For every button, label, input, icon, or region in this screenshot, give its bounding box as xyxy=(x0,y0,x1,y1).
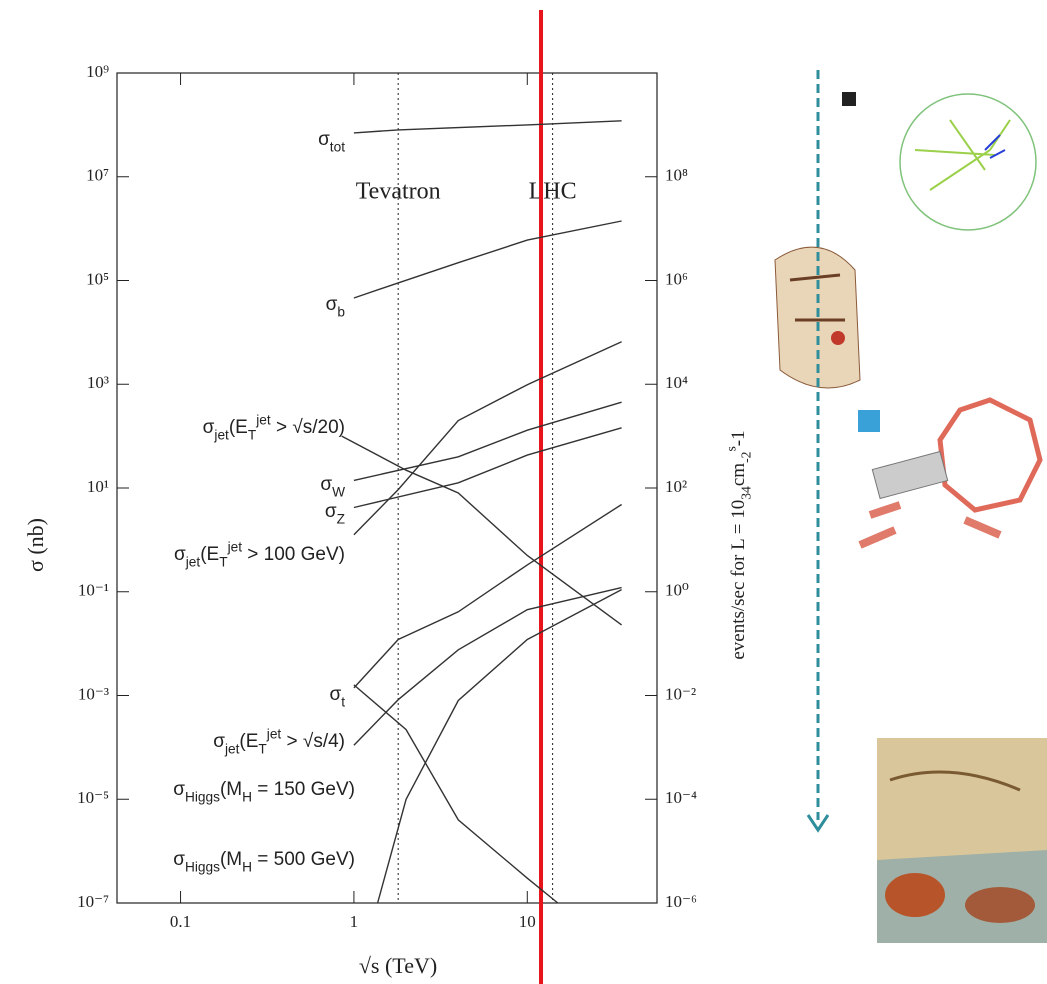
y-tick-label: 10⁻¹ xyxy=(78,581,109,600)
curve-label: σb xyxy=(326,294,346,319)
curve-label: σt xyxy=(329,684,345,709)
y-tick-label: 10⁹ xyxy=(86,62,109,81)
curve-label-part: σ xyxy=(173,849,185,870)
curve-label-part: Higgs xyxy=(185,859,220,874)
curve-label-part: σ xyxy=(320,474,332,495)
y2-tick-label: 10⁰ xyxy=(665,581,689,600)
y2-axis-title-part: 34 xyxy=(739,486,754,500)
curve-label: σtot xyxy=(318,129,345,154)
y-tick-label: 10⁻³ xyxy=(78,684,109,703)
curve-label: σjet(ETjet > √s/20) xyxy=(203,412,345,442)
y2-tick-label: 10⁻⁴ xyxy=(665,788,697,807)
y2-tick-label: 10⁶ xyxy=(665,269,688,288)
curve-label-part: Higgs xyxy=(185,789,220,804)
curve-label-part: > √s/20) xyxy=(271,417,345,438)
cross-section-curve xyxy=(378,590,622,903)
old-map-image xyxy=(877,738,1047,943)
cross-section-curve xyxy=(354,221,622,298)
curve-label-part: T xyxy=(248,427,257,442)
curve-label-part: Z xyxy=(337,511,345,526)
curve-label-part: jet xyxy=(185,554,201,569)
curve-label-part: T xyxy=(258,741,267,756)
x-tick-label: 10 xyxy=(519,912,536,931)
curve-label-part: t xyxy=(341,694,345,709)
slide: √s (TeV) σ (nb) 0.1 1 10 10⁹ 10⁷ 10⁵ 10³ 10¹ 10⁻… xyxy=(0,0,1047,984)
curve-label-part: (E xyxy=(229,417,248,438)
curve-label-part: jet xyxy=(224,741,240,756)
y2-axis-title-part: cm xyxy=(728,463,749,486)
cms-dimuon-display xyxy=(858,400,1040,545)
curve-label: σjet(ETjet > √s/4) xyxy=(213,726,345,756)
y-tick-label: 10³ xyxy=(87,373,109,392)
x-tick-label: 0.1 xyxy=(170,912,191,931)
curve-label: σW xyxy=(320,474,345,499)
collider-label: LHC xyxy=(529,179,577,205)
y-axis-title: σ (nb) xyxy=(23,518,48,572)
curve-label-part: σ xyxy=(325,501,337,522)
y-tick-label: 10⁻⁷ xyxy=(77,892,109,911)
curve-label-part: > √s/4) xyxy=(281,731,345,752)
curve-label-part: W xyxy=(332,484,345,499)
curve-label-part: σ xyxy=(173,779,185,800)
curve-label-part: H xyxy=(242,859,252,874)
curve-label-part: σ xyxy=(329,684,341,705)
cross-section-curve xyxy=(354,342,622,535)
cross-section-curve xyxy=(354,428,622,508)
collider-label: Tevatron xyxy=(356,179,441,205)
curve-label-part: (M xyxy=(220,779,242,800)
curve-label-part: (M xyxy=(220,849,242,870)
curve-label-part: jet xyxy=(227,539,243,554)
y-tick-label: 10¹ xyxy=(87,477,109,496)
curve-label-part: jet xyxy=(255,412,271,427)
y2-axis-title-part: events/sec for L = 10 xyxy=(728,500,749,660)
curve-label-part: (E xyxy=(200,544,219,565)
curve-label-part: σ xyxy=(318,129,330,150)
y2-axis-title-part: -2 xyxy=(739,451,754,463)
y2-tick-label: 10⁻² xyxy=(665,684,696,703)
curve-label-part: jet xyxy=(266,726,282,741)
y2-tick-label: 10⁸ xyxy=(665,166,688,185)
curve-label: σHiggs(MH = 500 GeV) xyxy=(173,849,355,874)
curve-label-part: tot xyxy=(330,139,345,154)
curve-label-part: = 150 GeV) xyxy=(252,779,355,800)
curve-label-part: σ xyxy=(326,294,338,315)
y2-axis-title-part: -1 xyxy=(728,430,749,446)
curve-label-part: b xyxy=(337,304,345,319)
curve-label-part: σ xyxy=(174,544,186,565)
curve-label: σHiggs(MH = 150 GeV) xyxy=(173,779,355,804)
cms-event-display xyxy=(842,92,1036,230)
cross-section-curve xyxy=(354,402,622,480)
curve-label-part: = 500 GeV) xyxy=(252,849,355,870)
curve-label-part: σ xyxy=(213,731,225,752)
curve-label-part: jet xyxy=(213,427,229,442)
y-tick-label: 10⁻⁵ xyxy=(77,788,109,807)
curve-label-part: H xyxy=(242,789,252,804)
curve-label-part: (E xyxy=(239,731,258,752)
x-axis-title: √s (TeV) xyxy=(359,953,437,978)
y-tick-label: 10⁷ xyxy=(86,166,109,185)
y2-tick-label: 10⁻⁶ xyxy=(665,892,697,911)
timeline-arrow xyxy=(808,70,828,830)
y2-tick-label: 10² xyxy=(665,477,687,496)
y-tick-label: 10⁵ xyxy=(86,269,109,288)
x-tick-label: 1 xyxy=(350,912,359,931)
curve-label: σZ xyxy=(325,501,345,526)
cross-section-curve xyxy=(354,121,622,133)
cross-section-curve xyxy=(354,685,558,903)
y2-axis-title: events/sec for L = 1034cm-2s-1 xyxy=(724,430,754,659)
curve-label-part: σ xyxy=(203,417,215,438)
y2-tick-label: 10⁴ xyxy=(665,373,688,392)
curve-label: σjet(ETjet > 100 GeV) xyxy=(174,539,345,569)
curve-label-part: > 100 GeV) xyxy=(242,544,345,565)
curve-label-part: T xyxy=(219,554,228,569)
